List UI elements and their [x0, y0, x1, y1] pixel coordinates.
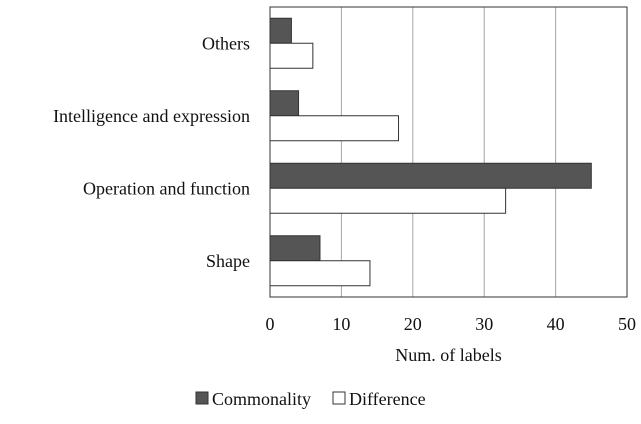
gridlines	[340, 7, 557, 297]
category-labels: Others Intelligence and expression Operati…	[53, 33, 250, 271]
bar-commonality-operation-and-function	[269, 162, 592, 189]
x-tick-label: 50	[618, 314, 636, 334]
category-label: Intelligence and expression	[53, 106, 250, 126]
x-tick-label: 0	[266, 314, 275, 334]
legend-label-commonality: Commonality	[212, 389, 311, 409]
x-tick-labels: 0 10 20 30 40 50	[266, 314, 637, 334]
bar-difference-shape	[269, 260, 371, 287]
legend-label-difference: Difference	[349, 389, 426, 409]
x-axis-title: Num. of labels	[395, 345, 501, 365]
category-label: Others	[202, 33, 250, 53]
category-label: Operation and function	[83, 178, 250, 198]
legend-swatch-commonality	[195, 391, 209, 405]
category-label: Shape	[206, 251, 250, 271]
x-tick-label: 40	[547, 314, 565, 334]
bar-difference-operation-and-function	[269, 187, 507, 214]
bar-commonality-shape	[269, 235, 321, 262]
x-tick-label: 10	[332, 314, 350, 334]
bar-difference-intelligence-and-expression	[269, 115, 400, 142]
bar-commonality-intelligence-and-expression	[269, 90, 300, 117]
plot-area-border	[269, 6, 628, 298]
legend: Commonality Difference	[195, 389, 426, 409]
bars	[269, 17, 592, 287]
legend-swatch-difference	[332, 391, 346, 405]
bar-difference-others	[269, 42, 314, 69]
bar-commonality-others	[269, 17, 292, 44]
x-tick-label: 30	[475, 314, 493, 334]
x-tick-label: 20	[404, 314, 422, 334]
